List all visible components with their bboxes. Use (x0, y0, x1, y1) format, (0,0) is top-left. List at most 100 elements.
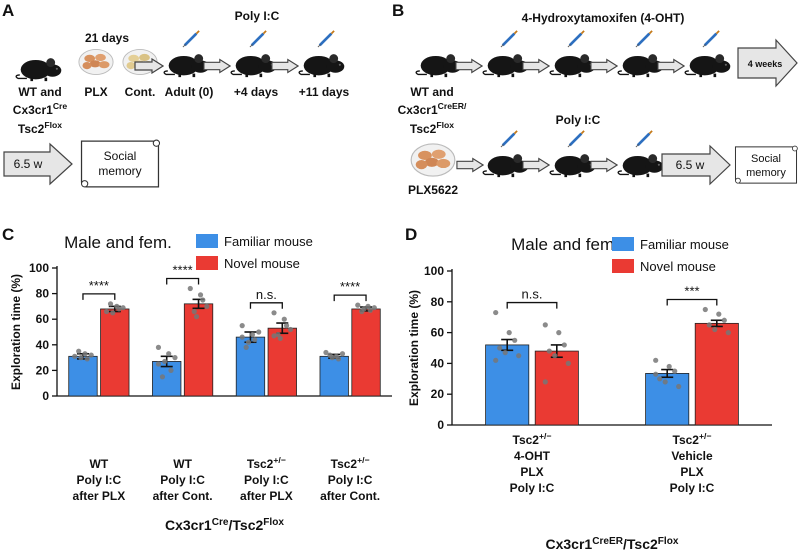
diet-label: PLX5622 (408, 183, 458, 197)
error-bar (501, 338, 514, 352)
superscript: +/− (699, 431, 711, 441)
text-segment: Poly I:C (510, 481, 555, 495)
y-axis-label: Exploration time (%) (9, 274, 23, 390)
data-point (335, 356, 342, 362)
mouse-icon (482, 153, 529, 178)
data-point (245, 339, 252, 345)
x-tick-label: WT (90, 457, 109, 471)
timepoint: +4 days (234, 85, 279, 99)
text-segment: PLX (520, 465, 543, 479)
x-tick-label: Poly I:C (77, 473, 122, 487)
data-point (542, 322, 548, 328)
data-point (497, 345, 503, 351)
error-bar (710, 319, 723, 328)
data-point (200, 297, 206, 303)
treatment: Poly I:C (235, 9, 280, 23)
text-segment: PLX (680, 465, 703, 479)
group-label: Tsc2Flox (18, 120, 62, 136)
bar (68, 355, 98, 397)
treatment: 4-Hydroxytamoxifen (4-OHT) (522, 11, 685, 25)
significance-label: **** (340, 279, 360, 294)
significance-bracket (82, 293, 116, 300)
data-point (191, 308, 197, 315)
significance-bracket (333, 294, 367, 302)
y-tick-label: 60 (36, 312, 50, 326)
superscript: +/− (273, 455, 285, 465)
y-tick-label: 80 (431, 295, 445, 309)
data-point (706, 322, 712, 328)
plx-bowl (410, 143, 456, 177)
text-segment: Poly I:C (244, 473, 289, 487)
data-point (84, 356, 90, 362)
syringe (567, 130, 585, 148)
data-point (239, 323, 245, 329)
group-label: WT and (410, 85, 453, 99)
test-label: memory (98, 164, 141, 178)
arrow (203, 58, 231, 74)
text-segment: Tsc2 (673, 433, 700, 447)
data-point (565, 360, 571, 366)
panel-label: D (405, 225, 417, 244)
superscript: Cre (212, 517, 229, 528)
data-point (329, 355, 335, 361)
x-tick-label: Tsc2+/− (673, 431, 712, 447)
y-tick-label: 20 (431, 387, 445, 401)
legend-swatch (196, 256, 218, 270)
chart-title: Male and fem. (511, 235, 619, 254)
text-segment: WT and (18, 85, 61, 99)
data-point (662, 379, 668, 385)
data-point (556, 330, 562, 336)
arrow (271, 58, 299, 74)
data-point (103, 308, 110, 315)
x-tick-label: 4-OHT (514, 449, 551, 463)
syringe (317, 30, 335, 48)
superscript: +/− (539, 431, 551, 441)
data-point (72, 353, 78, 359)
mouse-icon (684, 53, 731, 78)
legend-label: Novel mouse (224, 256, 300, 271)
y-tick-label: 0 (42, 389, 49, 403)
legend-label: Familiar mouse (640, 237, 729, 252)
panel-label: A (2, 1, 14, 20)
text-segment: Tsc2 (410, 122, 437, 136)
test-label: Social (104, 149, 137, 163)
x-tick-label: after Cont. (153, 489, 213, 503)
data-point (542, 379, 548, 385)
y-tick-label: 100 (424, 264, 444, 278)
data-point (256, 329, 262, 335)
significance-label: n.s. (522, 287, 543, 302)
text-segment: Cx3cr1 (546, 536, 593, 552)
data-point (162, 358, 168, 365)
legend-swatch (612, 237, 634, 251)
text-segment: WT (90, 457, 109, 471)
y-tick-label: 60 (431, 326, 445, 340)
duration: 21 days (85, 31, 129, 45)
arrow (522, 58, 550, 74)
data-point (653, 371, 659, 377)
data-point (204, 303, 210, 309)
data-point (82, 351, 88, 357)
treatment: Poly I:C (556, 113, 601, 127)
mouse-icon (549, 153, 596, 178)
legend-swatch (612, 259, 634, 273)
significance-label: **** (173, 262, 193, 277)
wait-arrow (661, 144, 731, 186)
wait-label: 6.5 w (676, 158, 705, 172)
group-label: WT and (18, 85, 61, 99)
data-point (666, 363, 672, 370)
text-segment: Tsc2 (513, 433, 540, 447)
arrow (456, 157, 484, 173)
text-segment: WT and (410, 85, 453, 99)
bar (534, 350, 579, 426)
text-segment: after PLX (73, 489, 126, 503)
superscript: CreER (592, 536, 624, 547)
x-tick-label: Vehicle (671, 449, 713, 463)
data-point (197, 292, 204, 298)
x-tick-label: Tsc2+/− (331, 455, 370, 471)
timepoint: +11 days (299, 85, 350, 99)
syringe (635, 30, 653, 48)
mouse-icon (617, 53, 664, 78)
arrow (590, 157, 618, 173)
